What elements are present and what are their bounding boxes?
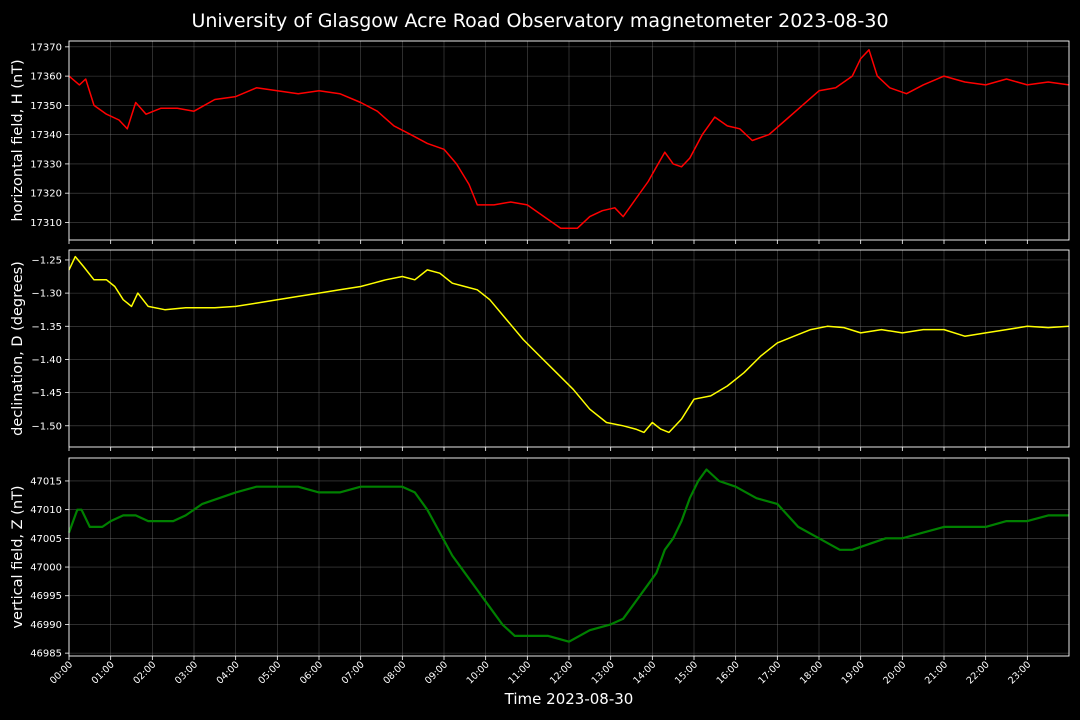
y-tick-label: 17350 bbox=[30, 101, 62, 112]
y-tick-label: 17360 bbox=[30, 72, 62, 83]
x-axis-label: Time 2023-08-30 bbox=[504, 690, 634, 708]
y-tick-label: 46995 bbox=[30, 591, 62, 602]
y-tick-label: 47015 bbox=[30, 476, 62, 487]
y-tick-label: −1.30 bbox=[31, 289, 62, 300]
panel-2: −1.25 −1.30 −1.35 −1.40 −1.45 −1.50 declinatio… bbox=[10, 249, 1070, 451]
x-tick-label: 02:00 bbox=[131, 659, 158, 686]
x-tick-label: 16:00 bbox=[715, 659, 742, 686]
series-line-2 bbox=[68, 255, 1070, 434]
x-tick-label: 20:00 bbox=[881, 659, 908, 686]
y-tick-label: 46985 bbox=[30, 649, 62, 660]
x-tick-label: 18:00 bbox=[798, 659, 825, 686]
y-tick-label: 47010 bbox=[30, 505, 62, 516]
y-tick-label: 47005 bbox=[30, 534, 62, 545]
panel-frame bbox=[68, 40, 1070, 241]
x-tick-label: 13:00 bbox=[590, 659, 617, 686]
panel-frame bbox=[68, 249, 1070, 448]
x-tick-label: 14:00 bbox=[631, 659, 658, 686]
y-axis-label: horizontal field, H (nT) bbox=[10, 59, 26, 221]
y-tick-label: 46990 bbox=[30, 620, 62, 631]
y-tick-label: 17330 bbox=[30, 159, 62, 170]
x-tick-label: 10:00 bbox=[465, 659, 492, 686]
y-tick-label: 17370 bbox=[30, 42, 62, 53]
y-axis-label: vertical field, Z (nT) bbox=[10, 485, 26, 628]
x-tick-label: 08:00 bbox=[381, 659, 408, 686]
x-tick-label: 15:00 bbox=[673, 659, 700, 686]
y-tick-label: 17310 bbox=[30, 218, 62, 229]
panel-frame bbox=[68, 457, 1070, 657]
x-tick-label: 12:00 bbox=[548, 659, 575, 686]
y-tick-label: −1.40 bbox=[31, 355, 62, 366]
y-tick-label: −1.45 bbox=[31, 388, 62, 399]
x-tick-label: 04:00 bbox=[215, 659, 242, 686]
x-tick-label: 03:00 bbox=[173, 659, 200, 686]
y-tick-label: −1.50 bbox=[31, 421, 62, 432]
x-tick-label: 11:00 bbox=[506, 659, 533, 686]
x-tick-label: 21:00 bbox=[923, 659, 950, 686]
chart-title: University of Glasgow Acre Road Observat… bbox=[191, 10, 889, 32]
series-line-3 bbox=[67, 468, 1069, 643]
y-tick-label: 47000 bbox=[30, 563, 62, 574]
x-tick-label: 22:00 bbox=[965, 659, 992, 686]
x-tick-label: 01:00 bbox=[90, 659, 117, 686]
x-tick-label: 00:00 bbox=[48, 659, 75, 686]
x-tick-label: 23:00 bbox=[1006, 659, 1033, 686]
y-tick-label: 17320 bbox=[30, 189, 62, 200]
y-tick-label: −1.35 bbox=[31, 322, 62, 333]
x-tick-label: 07:00 bbox=[340, 659, 367, 686]
panel-1: 17310 17320 17330 17340 17350 17360 17370 horiz… bbox=[10, 40, 1070, 244]
panel-3: 46985 46990 46995 47000 47005 47010 47015 verti… bbox=[10, 457, 1070, 660]
y-axis-label: declination, D (degrees) bbox=[10, 261, 26, 436]
x-tick-label: 06:00 bbox=[298, 659, 325, 686]
series-line-1 bbox=[68, 49, 1070, 230]
y-tick-label: 17340 bbox=[30, 130, 62, 141]
x-tick-label: 09:00 bbox=[423, 659, 450, 686]
x-tick-label: 17:00 bbox=[756, 659, 783, 686]
x-tick-label: 19:00 bbox=[840, 659, 867, 686]
y-tick-label: −1.25 bbox=[31, 255, 62, 266]
x-tick-label: 05:00 bbox=[256, 659, 283, 686]
